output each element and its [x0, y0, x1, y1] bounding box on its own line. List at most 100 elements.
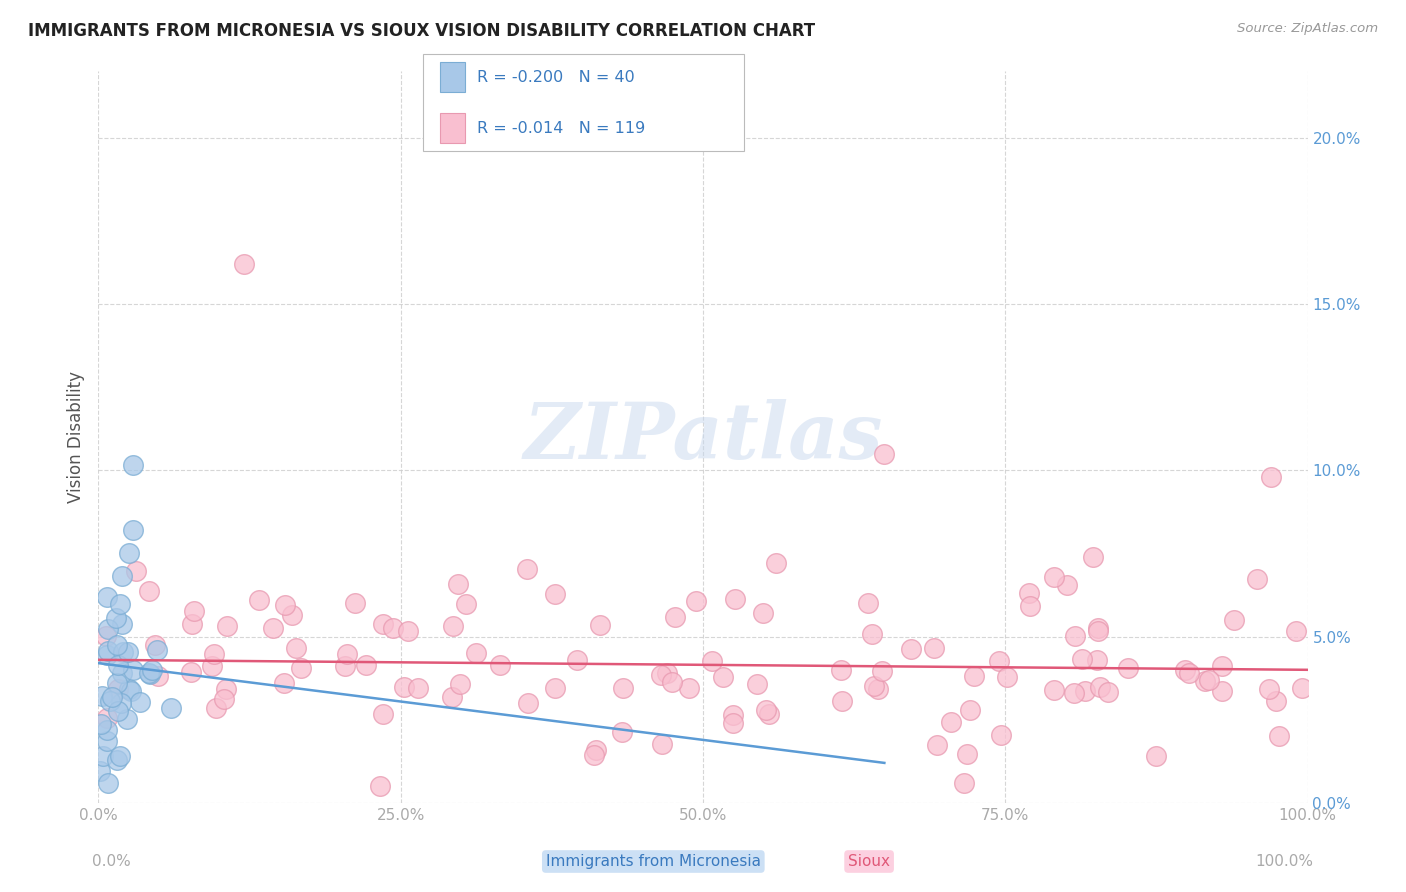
Point — [831, 693, 853, 707]
Point — [96, 711, 118, 725]
Point — [870, 664, 893, 678]
Point — [700, 654, 723, 668]
Point — [118, 546, 141, 560]
Point — [1018, 586, 1040, 600]
Point — [565, 653, 588, 667]
Point — [685, 594, 707, 608]
Point — [108, 748, 131, 763]
Point — [107, 676, 129, 690]
Point — [589, 617, 612, 632]
Point — [1194, 674, 1216, 689]
Point — [368, 780, 391, 794]
Point — [724, 592, 747, 607]
Point — [122, 663, 145, 677]
Point — [830, 663, 852, 677]
Point — [110, 597, 132, 611]
Point — [990, 728, 1012, 742]
Point — [107, 682, 129, 697]
Point — [941, 715, 963, 730]
Point — [447, 576, 470, 591]
Point — [1144, 748, 1167, 763]
Point — [180, 665, 202, 679]
Point — [612, 681, 634, 695]
Point — [371, 706, 394, 721]
Point — [138, 583, 160, 598]
Point — [664, 609, 686, 624]
Point — [856, 596, 879, 610]
Point — [96, 590, 118, 604]
Point — [454, 597, 477, 611]
Point — [956, 747, 979, 761]
Point — [183, 604, 205, 618]
Point — [125, 565, 148, 579]
Point — [382, 622, 405, 636]
Point — [900, 642, 922, 657]
Point — [138, 665, 160, 680]
Point — [544, 587, 567, 601]
Point — [111, 568, 134, 582]
Point — [661, 675, 683, 690]
Point — [93, 748, 115, 763]
Point — [1087, 621, 1109, 635]
Text: 0.0%: 0.0% — [93, 854, 131, 869]
Point — [1070, 651, 1092, 665]
Point — [1246, 572, 1268, 586]
Point — [118, 682, 141, 697]
Point — [290, 660, 312, 674]
Point — [1211, 684, 1233, 698]
Point — [105, 611, 128, 625]
Point — [1074, 683, 1097, 698]
Point — [1258, 681, 1281, 696]
Point — [262, 621, 284, 635]
Point — [650, 667, 672, 681]
Point — [862, 627, 884, 641]
Point — [97, 776, 120, 790]
Point — [745, 677, 768, 691]
Point — [160, 701, 183, 715]
Point — [1223, 613, 1246, 627]
Point — [121, 458, 143, 473]
Point — [583, 747, 606, 762]
Point — [516, 697, 538, 711]
Point — [959, 703, 981, 717]
Point — [1063, 686, 1085, 700]
Point — [146, 669, 169, 683]
Point — [129, 695, 152, 709]
Text: R = -0.014   N = 119: R = -0.014 N = 119 — [477, 120, 645, 136]
Point — [139, 667, 162, 681]
Point — [585, 743, 607, 757]
Point — [274, 598, 297, 612]
Point — [120, 683, 142, 698]
Point — [97, 622, 120, 636]
Point — [392, 680, 415, 694]
Point — [273, 675, 295, 690]
Point — [1178, 665, 1201, 680]
Point — [1174, 663, 1197, 677]
Point — [1260, 470, 1282, 484]
Point — [96, 629, 118, 643]
Point — [284, 640, 307, 655]
Point — [110, 696, 132, 710]
Point — [868, 682, 890, 697]
Point — [117, 645, 139, 659]
Text: Sioux: Sioux — [848, 854, 890, 869]
Point — [465, 647, 488, 661]
Point — [333, 658, 356, 673]
Point — [711, 670, 734, 684]
Point — [1081, 550, 1104, 565]
Point — [204, 701, 226, 715]
Point — [336, 647, 359, 661]
Point — [202, 647, 225, 661]
Point — [107, 704, 129, 718]
Point — [1211, 658, 1233, 673]
Text: ZIPatlas: ZIPatlas — [523, 399, 883, 475]
Point — [440, 690, 463, 704]
Point — [873, 447, 896, 461]
Point — [181, 616, 204, 631]
Point — [90, 689, 112, 703]
Point — [107, 753, 129, 767]
Point — [96, 648, 118, 662]
Point — [146, 643, 169, 657]
Text: Immigrants from Micronesia: Immigrants from Micronesia — [546, 854, 761, 869]
Point — [96, 733, 118, 747]
